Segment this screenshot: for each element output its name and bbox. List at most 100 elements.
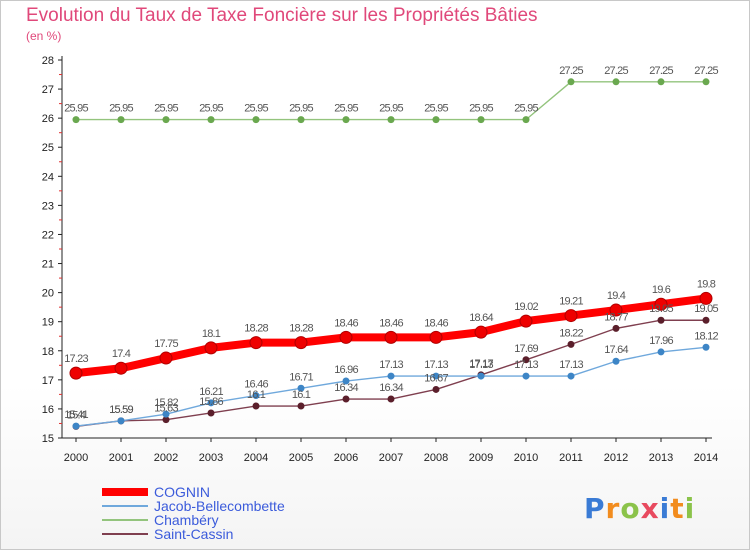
data-label: 19.8 <box>697 278 716 290</box>
data-label: 18.28 <box>289 323 313 335</box>
data-point <box>387 372 395 380</box>
y-tick-label: 24 <box>42 171 54 183</box>
y-tick-label: 25 <box>42 142 54 154</box>
data-label: 18.46 <box>379 317 403 329</box>
data-point <box>297 402 305 410</box>
data-label: 18.12 <box>694 330 718 342</box>
logo-letter: P <box>584 492 606 525</box>
data-point <box>432 372 440 380</box>
data-label: 17.75 <box>154 338 178 350</box>
data-point <box>522 116 530 124</box>
data-point <box>204 341 218 355</box>
proxiti-logo: Proxiti <box>584 492 695 525</box>
data-label: 15.41 <box>64 409 88 421</box>
y-tick-label: 22 <box>42 229 54 241</box>
data-point <box>117 417 125 425</box>
data-point <box>294 336 308 350</box>
data-label: 27.25 <box>649 65 673 77</box>
data-label: 18.1 <box>202 328 221 340</box>
legend-label: Saint-Cassin <box>154 526 233 542</box>
x-tick-label: 2003 <box>199 452 223 464</box>
data-point <box>657 78 665 86</box>
legend: COGNINJacob-BellecombetteChambérySaint-C… <box>102 484 285 542</box>
data-label: 18.64 <box>469 312 493 324</box>
data-label: 25.95 <box>379 103 403 115</box>
data-label: 15.82 <box>154 397 178 409</box>
data-point <box>384 330 398 344</box>
data-point <box>252 392 260 400</box>
data-label: 16.1 <box>292 389 311 401</box>
legend-label: COGNIN <box>154 484 210 500</box>
data-label: 17.96 <box>649 335 673 347</box>
y-tick-label: 19 <box>42 317 54 329</box>
data-point <box>207 409 215 417</box>
x-tick-label: 2014 <box>694 452 718 464</box>
data-point <box>117 116 125 124</box>
data-label: 18.22 <box>559 327 583 339</box>
y-tick-label: 21 <box>42 259 54 271</box>
data-point <box>297 384 305 392</box>
data-point <box>699 291 713 305</box>
data-label: 18.28 <box>244 323 268 335</box>
data-label: 15.59 <box>109 404 133 416</box>
data-point <box>342 377 350 385</box>
data-point <box>162 410 170 418</box>
data-point <box>657 316 665 324</box>
data-point <box>162 416 170 424</box>
data-point <box>612 357 620 365</box>
data-label: 27.25 <box>559 65 583 77</box>
data-point <box>702 78 710 86</box>
series-layer <box>69 78 713 430</box>
data-point <box>162 116 170 124</box>
x-tick-label: 2012 <box>604 452 628 464</box>
data-label: 17.13 <box>424 359 448 371</box>
data-label: 27.25 <box>694 65 718 77</box>
x-tick-label: 2009 <box>469 452 493 464</box>
data-point <box>72 422 80 430</box>
data-point <box>474 325 488 339</box>
data-point <box>477 116 485 124</box>
logo-letter: t <box>670 492 685 525</box>
y-tick-label: 26 <box>42 113 54 125</box>
data-label: 19.02 <box>514 301 538 313</box>
data-label: 25.95 <box>424 103 448 115</box>
logo-letter: i <box>684 492 696 525</box>
data-label: 16.34 <box>379 382 403 394</box>
data-label: 25.95 <box>244 103 268 115</box>
data-point <box>477 372 485 380</box>
data-point <box>252 116 260 124</box>
data-label: 18.46 <box>334 317 358 329</box>
y-tick-label: 18 <box>42 346 54 358</box>
data-label: 19.6 <box>652 284 671 296</box>
data-point <box>567 372 575 380</box>
data-label: 15.4 <box>67 409 86 421</box>
logo-letter: i <box>659 492 671 525</box>
y-tick-label: 28 <box>42 55 54 67</box>
x-tick-label: 2002 <box>154 452 178 464</box>
data-label: 17.13 <box>379 359 403 371</box>
x-tick-label: 2004 <box>244 452 268 464</box>
x-tick-label: 2008 <box>424 452 448 464</box>
data-point <box>387 116 395 124</box>
data-point <box>429 330 443 344</box>
data-point <box>702 316 710 324</box>
data-label: 25.95 <box>289 103 313 115</box>
x-tick-label: 2011 <box>559 452 583 464</box>
y-tick-label: 20 <box>42 288 54 300</box>
data-label: 16.46 <box>244 379 268 391</box>
data-label: 16.34 <box>334 382 358 394</box>
data-point <box>159 351 173 365</box>
data-point <box>114 361 128 375</box>
data-point <box>207 399 215 407</box>
data-point <box>564 309 578 323</box>
data-label: 17.69 <box>514 343 538 355</box>
x-tick-label: 2000 <box>64 452 88 464</box>
data-point <box>609 303 623 317</box>
data-label: 16.1 <box>247 389 266 401</box>
data-point <box>387 395 395 403</box>
data-label: 17.13 <box>514 359 538 371</box>
data-label: 19.05 <box>649 303 673 315</box>
x-tick-label: 2006 <box>334 452 358 464</box>
y-tick-label: 17 <box>42 375 54 387</box>
y-tick-label: 23 <box>42 200 54 212</box>
